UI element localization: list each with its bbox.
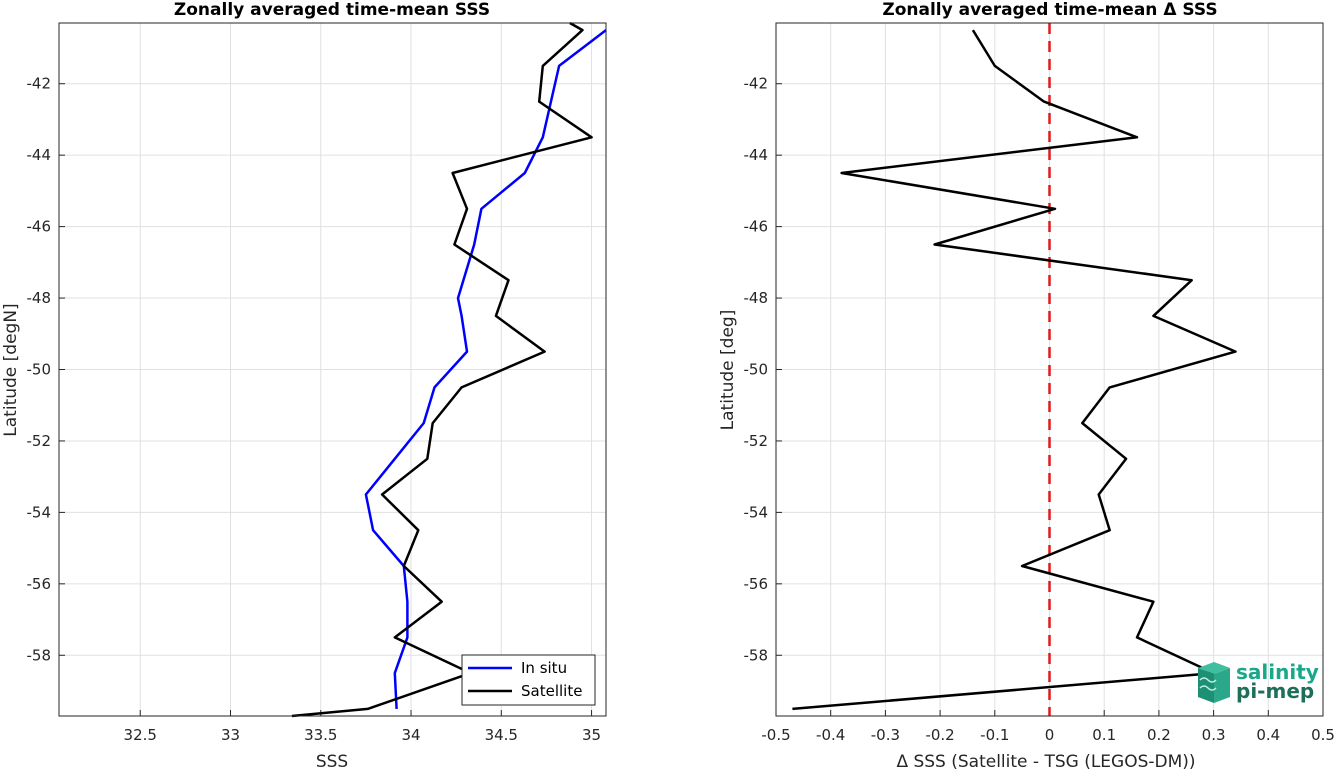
logo-line-2: pi-mep: [1236, 679, 1314, 703]
right-y-axis-label: Latitude [deg]: [718, 310, 738, 431]
right-plot-panel: Zonally averaged time-mean Δ SSS Δ SSS (…: [718, 0, 1335, 769]
salinity-pi-mep-logo: salinity pi-mep: [1198, 660, 1319, 703]
p1-x-tick-label: 0.2: [1147, 726, 1171, 744]
right-plot-title: Zonally averaged time-mean Δ SSS: [882, 0, 1217, 20]
legend: In situ Satellite: [461, 654, 596, 706]
p1-x-tick-label: -0.4: [816, 726, 845, 744]
p0-y-tick-label: -42: [27, 75, 52, 93]
p0-axes-box: [58, 22, 607, 717]
p1-y-tick-label: -44: [744, 146, 769, 164]
logo-line-1: salinity: [1236, 660, 1319, 684]
p1-y-tick-label: -46: [744, 218, 769, 236]
p0-y-tick-label: -56: [27, 575, 52, 593]
legend-label-satellite: Satellite: [521, 682, 582, 700]
p1-x-tick-label: -0.1: [980, 726, 1009, 744]
right-x-axis-label: Δ SSS (Satellite - TSG (LEGOS-DM)): [896, 752, 1195, 769]
p1-x-tick-label: 0.4: [1256, 726, 1280, 744]
wave-cube-icon: [1198, 662, 1230, 703]
p0-y-tick-label: -52: [27, 432, 52, 450]
left-plot-title: Zonally averaged time-mean SSS: [174, 0, 490, 20]
p0-y-tick-label: -58: [27, 646, 52, 664]
p1-y-tick-label: -42: [744, 75, 769, 93]
p1-x-tick-label: -0.2: [925, 726, 954, 744]
p0-y-tick-label: -46: [27, 218, 52, 236]
p1-y-tick-label: -52: [744, 432, 769, 450]
p1-series-line-series-0: [792, 29, 1237, 711]
p1-x-tick-label: -0.3: [871, 726, 900, 744]
legend-box: [461, 654, 596, 706]
p1-axes-box: [775, 22, 1324, 717]
p0-series-line-satellite: [291, 21, 593, 718]
p0-x-tick-label: 35: [582, 726, 601, 744]
left-plot-panel: Zonally averaged time-mean SSS SSS Latit…: [1, 0, 607, 769]
p0-y-tick-label: -48: [27, 289, 52, 307]
p1-x-tick-label: 0.3: [1202, 726, 1226, 744]
left-y-axis-label: Latitude [degN]: [1, 303, 21, 436]
p1-x-tick-label: 0.5: [1311, 726, 1335, 744]
legend-label-in-situ: In situ: [521, 659, 567, 677]
p1-y-tick-label: -48: [744, 289, 769, 307]
p0-y-tick-label: -50: [27, 361, 52, 379]
p0-x-tick-label: 33.5: [304, 726, 337, 744]
p1-x-tick-label: -0.5: [761, 726, 790, 744]
p1-y-tick-label: -58: [744, 646, 769, 664]
p0-y-tick-label: -44: [27, 146, 52, 164]
p0-series-line-in-situ: [364, 29, 607, 709]
p0-x-tick-label: 34.5: [485, 726, 518, 744]
p1-y-tick-label: -54: [744, 503, 769, 521]
p0-x-tick-label: 33: [221, 726, 240, 744]
left-x-axis-label: SSS: [316, 752, 348, 769]
p1-x-tick-label: 0: [1045, 726, 1055, 744]
p1-y-tick-label: -50: [744, 361, 769, 379]
p0-y-tick-label: -54: [27, 503, 52, 521]
p0-x-tick-label: 34: [401, 726, 420, 744]
p1-y-tick-label: -56: [744, 575, 769, 593]
p1-x-tick-label: 0.1: [1092, 726, 1116, 744]
p0-x-tick-label: 32.5: [124, 726, 157, 744]
